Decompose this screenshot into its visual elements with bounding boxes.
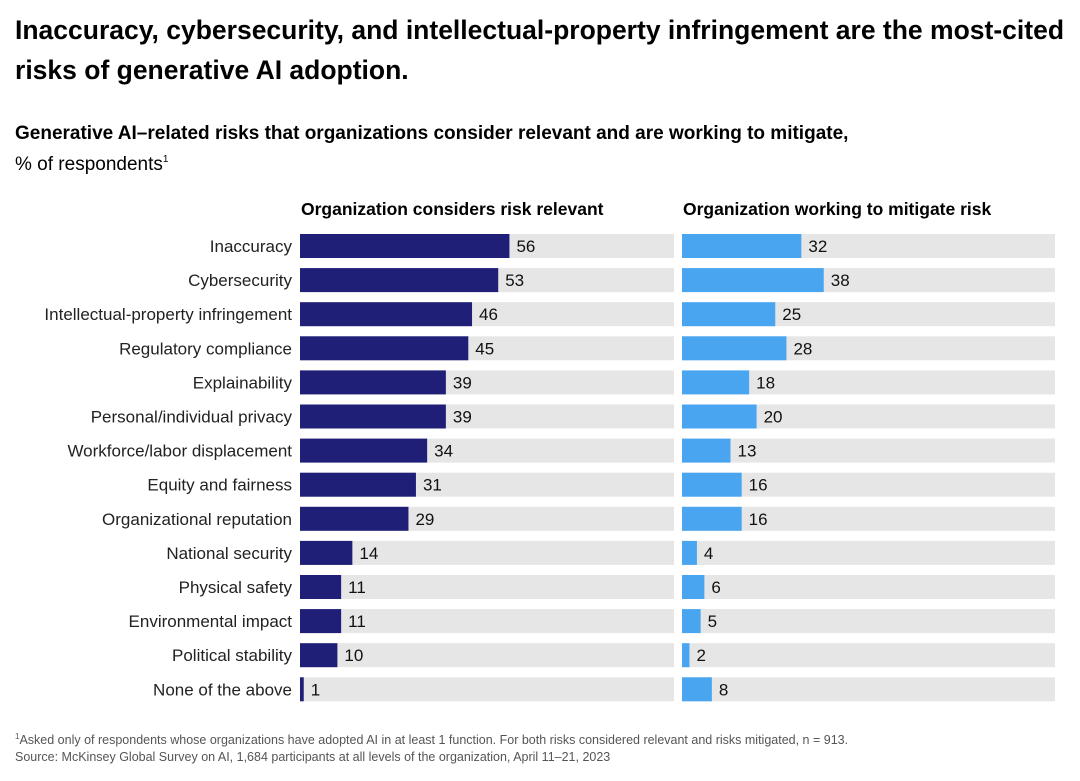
bar-track	[682, 677, 1055, 702]
bar-relevant	[300, 609, 342, 634]
bar-relevant	[300, 575, 342, 599]
bar-mitigate	[682, 370, 750, 395]
risk-bar-chart: Organization considers risk relevant Orga…	[44, 199, 1055, 702]
category-label: Inaccuracy	[210, 237, 293, 256]
value-label: 6	[711, 578, 720, 597]
bar-relevant	[300, 472, 416, 497]
value-label: 14	[359, 544, 378, 563]
category-label: Cybersecurity	[188, 271, 292, 290]
bar-track	[300, 575, 674, 599]
bar-mitigate	[682, 540, 697, 565]
bar-relevant	[300, 438, 428, 463]
value-label: 29	[415, 510, 434, 529]
value-label: 13	[737, 442, 756, 461]
bar-relevant	[300, 370, 446, 395]
bar-track	[300, 609, 674, 634]
footnote: 1Asked only of respondents whose organiz…	[15, 728, 1075, 766]
value-label: 56	[516, 237, 535, 256]
chart-unit: % of respondents1	[15, 147, 168, 177]
bar-relevant	[300, 506, 409, 531]
bar-relevant	[300, 302, 473, 327]
chart-subtitle: Generative AI–related risks that organiz…	[15, 123, 849, 144]
bar-relevant	[300, 336, 469, 361]
category-label: Intellectual-property infringement	[44, 305, 292, 324]
bar-mitigate	[682, 336, 787, 361]
bar-track	[682, 438, 1055, 463]
bar-relevant	[300, 234, 510, 258]
bar-mitigate	[682, 575, 705, 599]
bar-relevant	[300, 643, 338, 668]
footnote-text: Asked only of respondents whose organiza…	[19, 733, 849, 747]
category-label: Regulatory compliance	[119, 339, 292, 358]
bar-relevant	[300, 268, 499, 293]
value-label: 20	[764, 408, 783, 427]
value-label: 25	[782, 305, 801, 324]
value-label: 34	[434, 442, 453, 461]
category-label: None of the above	[153, 680, 292, 699]
bar-mitigate	[682, 472, 742, 497]
unit-footnote-mark: 1	[162, 154, 169, 165]
value-label: 45	[475, 339, 494, 358]
value-label: 16	[749, 510, 768, 529]
footnote-source: Source: McKinsey Global Survey on AI, 1,…	[15, 750, 611, 764]
category-label: Organizational reputation	[102, 510, 292, 529]
bar-mitigate	[682, 404, 757, 429]
value-label: 10	[344, 646, 363, 665]
value-label: 39	[453, 408, 472, 427]
bar-track	[300, 643, 674, 668]
category-label: Workforce/labor displacement	[67, 442, 292, 461]
value-label: 8	[719, 680, 728, 699]
value-label: 4	[704, 544, 713, 563]
bar-relevant	[300, 677, 304, 702]
bar-mitigate	[682, 677, 712, 702]
value-label: 2	[696, 646, 705, 665]
bar-mitigate	[682, 506, 742, 531]
footnote-line-1: 1Asked only of respondents whose organiz…	[15, 728, 1075, 749]
panel-title-mitigate: Organization working to mitigate risk	[683, 199, 991, 219]
category-label: Personal/individual privacy	[91, 408, 293, 427]
bar-track	[682, 472, 1055, 497]
value-label: 1	[311, 680, 320, 699]
value-label: 38	[831, 271, 850, 290]
value-label: 18	[756, 373, 775, 392]
value-label: 16	[749, 476, 768, 495]
bar-relevant	[300, 404, 446, 429]
category-label: Physical safety	[179, 578, 293, 597]
bar-track	[682, 506, 1055, 531]
bar-track	[300, 677, 674, 702]
value-label: 28	[793, 339, 812, 358]
category-label: Environmental impact	[129, 612, 293, 631]
bar-track	[300, 540, 674, 565]
bar-track	[682, 643, 1055, 668]
value-label: 5	[708, 612, 717, 631]
category-label: Explainability	[193, 373, 293, 392]
value-label: 39	[453, 373, 472, 392]
category-label: Political stability	[172, 646, 292, 665]
value-label: 11	[348, 578, 366, 597]
category-label: Equity and fairness	[147, 476, 292, 495]
bar-mitigate	[682, 438, 731, 463]
unit-label: % of respondents	[15, 154, 163, 175]
value-label: 31	[423, 476, 442, 495]
value-label: 46	[479, 305, 498, 324]
panel-title-relevant: Organization considers risk relevant	[301, 199, 604, 219]
value-label: 32	[808, 237, 827, 256]
bar-mitigate	[682, 609, 701, 634]
bar-track	[682, 540, 1055, 565]
bar-mitigate	[682, 234, 802, 258]
category-label: National security	[166, 544, 292, 563]
bar-mitigate	[682, 643, 690, 668]
value-label: 11	[348, 612, 366, 631]
footnote-mark: 1	[15, 732, 20, 741]
chart-title: Inaccuracy, cybersecurity, and intellect…	[15, 15, 1065, 85]
bar-relevant	[300, 540, 353, 565]
bar-mitigate	[682, 268, 824, 293]
bar-track	[682, 575, 1055, 599]
value-label: 53	[505, 271, 524, 290]
bar-track	[682, 609, 1055, 634]
bar-mitigate	[682, 302, 776, 327]
